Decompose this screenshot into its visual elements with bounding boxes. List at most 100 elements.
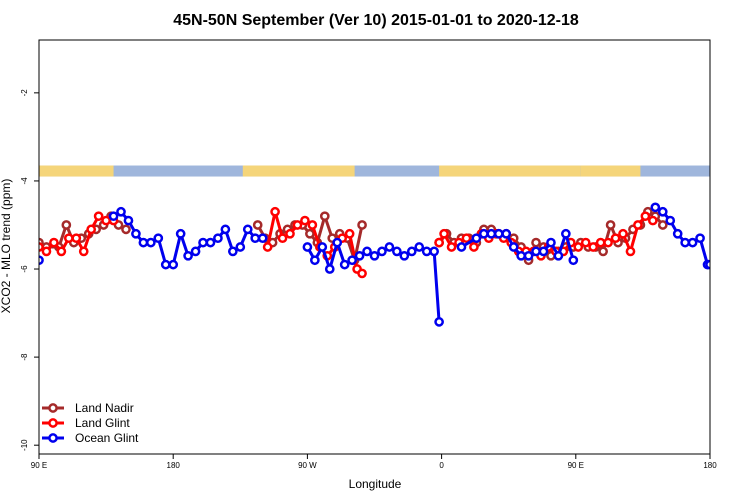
data-point: [250, 233, 261, 244]
data-point: [198, 237, 208, 248]
data-point: [71, 233, 82, 244]
data-point: [93, 211, 104, 222]
data-point: [121, 224, 131, 235]
data-point: [618, 228, 628, 239]
series-layer: [39, 202, 710, 327]
x-axis-ticks: 90 E 180 90 W 0 90 E 180: [31, 454, 717, 470]
data-point: [493, 228, 504, 239]
data-point: [456, 242, 467, 252]
data-point: [399, 250, 410, 261]
data-point: [305, 228, 315, 239]
data-point: [213, 233, 223, 244]
plot-frame: [38, 39, 711, 455]
legend-label: Land Nadir: [75, 401, 134, 415]
data-point: [573, 242, 584, 252]
data-point: [446, 242, 457, 252]
map-strip: [39, 165, 710, 177]
data-point: [332, 237, 343, 248]
legend-marker: [48, 403, 58, 413]
y-tick-label: -2: [20, 89, 29, 97]
data-point: [647, 215, 658, 226]
legend-marker: [48, 433, 58, 443]
data-point: [339, 259, 350, 270]
y-tick-label: -4: [20, 177, 29, 185]
data-point: [292, 220, 303, 230]
data-point: [377, 246, 387, 257]
y-axis-ticks: -2 -4 -6 -8 -10: [20, 89, 39, 451]
data-point: [531, 246, 541, 257]
data-point: [108, 211, 119, 222]
data-point: [439, 228, 449, 239]
data-point: [145, 237, 156, 248]
data-point: [252, 220, 263, 230]
legend-item: Ocean Glint: [42, 431, 139, 445]
data-point: [610, 233, 621, 244]
data-point: [516, 250, 526, 261]
data-point: [471, 233, 482, 244]
data-point: [603, 237, 613, 248]
data-point: [257, 233, 268, 244]
data-point: [319, 211, 330, 222]
data-point: [414, 242, 425, 252]
data-point: [362, 246, 372, 257]
data-point: [270, 206, 280, 217]
data-point: [595, 237, 606, 248]
x-axis-label: Longitude: [349, 477, 402, 491]
data-point: [63, 233, 74, 244]
data-point: [344, 228, 355, 239]
data-point: [56, 246, 67, 257]
data-point: [324, 264, 335, 274]
data-point: [262, 242, 273, 252]
data-point: [175, 228, 186, 239]
y-tick-label: -8: [20, 353, 29, 361]
data-point: [568, 255, 579, 266]
data-point: [531, 237, 541, 248]
data-point: [123, 215, 134, 226]
legend-label: Ocean Glint: [75, 431, 139, 445]
chart-title: 45N-50N September (Ver 10) 2015-01-01 to…: [173, 12, 579, 29]
map-land-band: [242, 165, 355, 177]
x-tick-label: 0: [439, 461, 444, 470]
legend-label: Land Glint: [75, 416, 130, 430]
data-point: [384, 242, 395, 252]
data-point: [131, 228, 141, 239]
data-point: [580, 237, 591, 248]
data-point: [561, 228, 571, 239]
map-land-band: [580, 165, 641, 177]
y-axis-label: XCO2 - MLO trend (ppm): [0, 179, 13, 314]
map-ocean-band: [39, 165, 710, 177]
data-point: [116, 206, 126, 217]
data-point: [49, 237, 59, 248]
x-tick-label: 90 E: [31, 461, 47, 470]
data-point: [672, 228, 683, 239]
data-point: [285, 228, 295, 239]
data-point: [61, 220, 72, 230]
x-tick-label: 180: [703, 461, 717, 470]
data-point: [41, 246, 52, 257]
legend-item: Land Glint: [42, 416, 130, 430]
data-point: [78, 246, 89, 257]
data-point: [357, 220, 367, 230]
data-point: [300, 215, 310, 226]
x-tick-label: 180: [167, 461, 181, 470]
data-point: [190, 246, 201, 257]
data-point: [650, 202, 661, 213]
data-point: [705, 259, 710, 270]
data-point: [235, 242, 246, 252]
data-point: [354, 250, 365, 261]
data-point: [317, 242, 328, 252]
x-tick-label: 90 E: [568, 461, 584, 470]
data-point: [538, 246, 549, 257]
data-point: [101, 215, 111, 226]
data-point: [153, 233, 164, 244]
data-point: [160, 259, 171, 270]
data-point: [695, 233, 705, 244]
data-point: [478, 228, 489, 239]
data-point: [553, 250, 564, 261]
data-point: [307, 220, 318, 230]
data-point: [546, 237, 556, 248]
data-point: [406, 246, 417, 257]
data-point: [347, 255, 357, 266]
